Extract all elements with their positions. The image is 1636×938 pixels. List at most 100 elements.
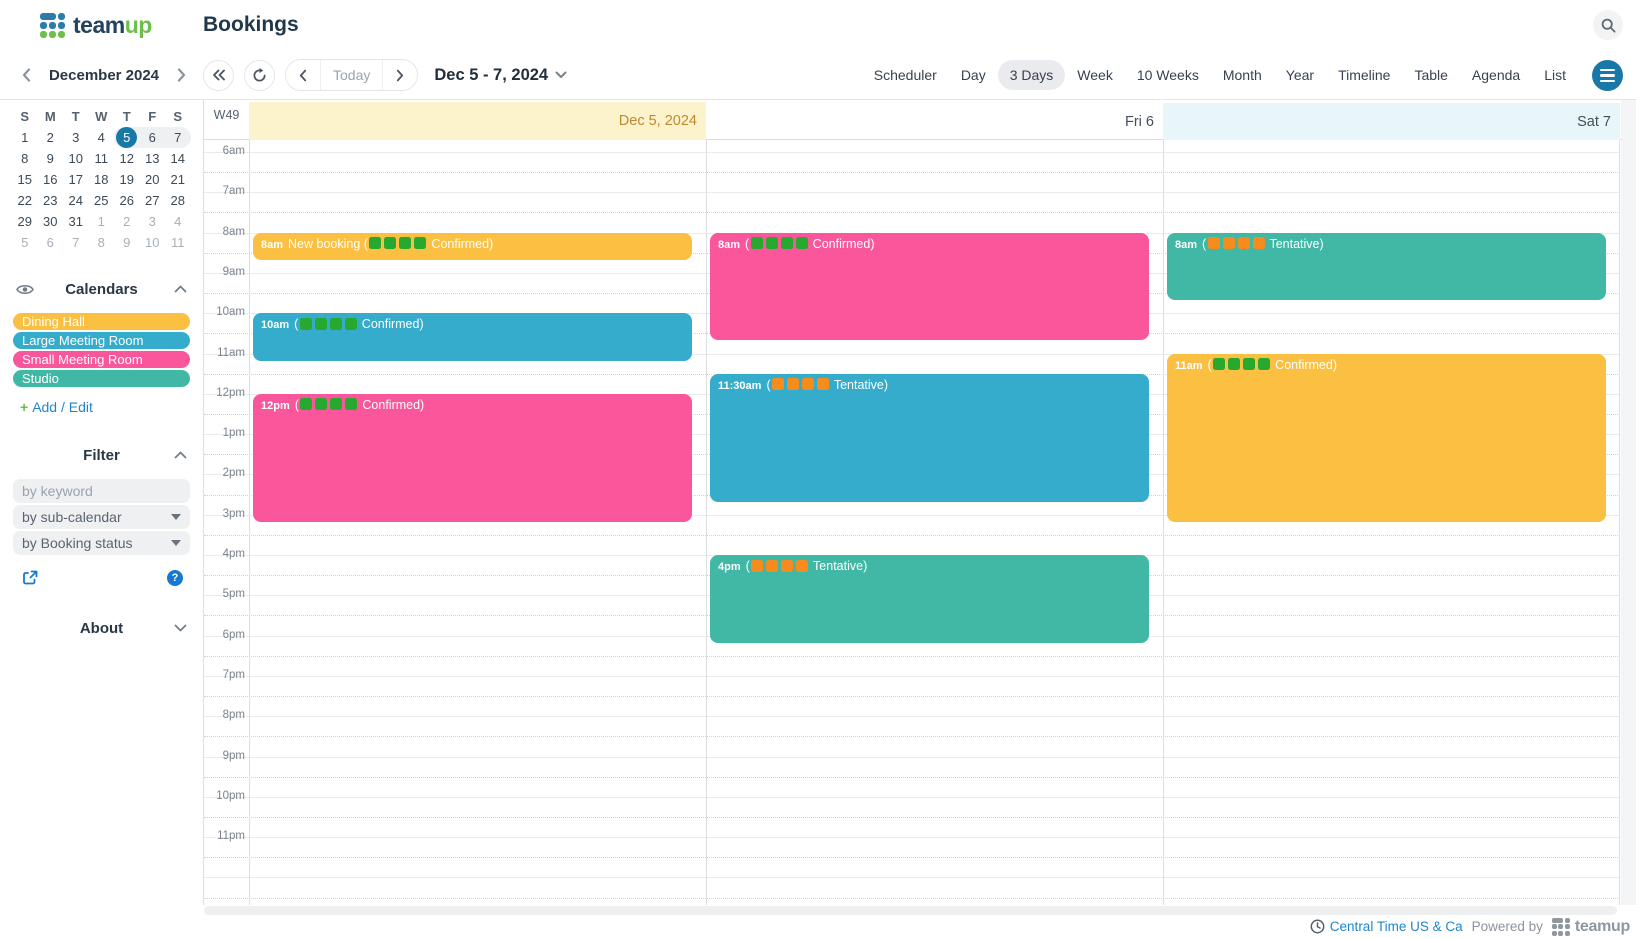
mini-day-9[interactable]: 9 — [46, 151, 54, 166]
mini-day-22[interactable]: 22 — [17, 193, 32, 208]
day-column-fri-6[interactable] — [706, 140, 1163, 905]
next-range-button[interactable] — [383, 60, 417, 90]
event-fri-6-8am[interactable]: 8am( Confirmed) — [710, 232, 1149, 341]
calendar-pill-large-meeting-room[interactable]: Large Meeting Room — [13, 332, 190, 349]
booking-status-filter-select[interactable]: by Booking status — [13, 531, 190, 555]
view-tab-agenda[interactable]: Agenda — [1471, 67, 1521, 83]
day-column-dec-5-2024[interactable] — [249, 140, 706, 905]
mini-day-21[interactable]: 21 — [170, 172, 185, 187]
collapse-sidebar-button[interactable] — [203, 59, 234, 91]
mini-day-11[interactable]: 11 — [94, 151, 109, 166]
day-header-fri-6[interactable]: Fri 6 — [1125, 113, 1154, 130]
mini-day-7[interactable]: 7 — [72, 235, 80, 250]
prev-range-button[interactable] — [286, 60, 320, 90]
mini-day-20[interactable]: 20 — [145, 172, 160, 187]
mini-day-17[interactable]: 17 — [68, 172, 83, 187]
today-button[interactable]: Today — [320, 60, 384, 90]
mini-day-19[interactable]: 19 — [119, 172, 134, 187]
view-tab-list[interactable]: List — [1544, 67, 1566, 83]
mini-day-6[interactable]: 6 — [139, 127, 165, 148]
keyword-filter-input[interactable] — [13, 479, 190, 503]
event-dec-5-2024-12pm[interactable]: 12pm( Confirmed) — [253, 393, 692, 522]
mini-day-3[interactable]: 3 — [148, 214, 156, 229]
mini-next-month-button[interactable] — [173, 64, 190, 86]
mini-day-8[interactable]: 8 — [97, 235, 105, 250]
mini-day-27[interactable]: 27 — [145, 193, 160, 208]
mini-day-6[interactable]: 6 — [46, 235, 54, 250]
mini-day-5[interactable]: 5 — [21, 235, 29, 250]
view-tab-3-days[interactable]: 3 Days — [997, 60, 1066, 90]
mini-day-16[interactable]: 16 — [43, 172, 58, 187]
hour-line — [204, 152, 1620, 153]
mini-day-25[interactable]: 25 — [94, 193, 109, 208]
calendar-pill-dining-hall[interactable]: Dining Hall — [13, 313, 190, 330]
view-tab-year[interactable]: Year — [1285, 67, 1315, 83]
chevron-left-icon — [299, 69, 307, 81]
mini-day-14[interactable]: 14 — [170, 151, 185, 166]
day-header-dec-5-2024[interactable]: Dec 5, 2024 — [249, 102, 706, 140]
mini-day-3[interactable]: 3 — [72, 130, 80, 145]
mini-day-2[interactable]: 2 — [123, 214, 131, 229]
view-tab-10-weeks[interactable]: 10 Weeks — [1136, 67, 1199, 83]
filter-section-header[interactable]: Filter — [16, 443, 187, 467]
mini-day-8[interactable]: 8 — [21, 151, 29, 166]
toggle-all-calendars-button[interactable] — [16, 283, 34, 296]
view-tab-month[interactable]: Month — [1222, 67, 1262, 83]
date-range-selector[interactable]: Dec 5 - 7, 2024 — [434, 66, 567, 85]
view-tab-timeline[interactable]: Timeline — [1338, 67, 1391, 83]
mini-day-4[interactable]: 4 — [97, 130, 105, 145]
mini-day-5[interactable]: 5 — [114, 127, 140, 148]
menu-button[interactable] — [1592, 60, 1623, 91]
share-filter-button[interactable] — [22, 569, 39, 586]
search-button[interactable] — [1593, 10, 1623, 40]
event-dec-5-2024-10am[interactable]: 10am( Confirmed) — [253, 313, 692, 361]
vertical-scrollbar[interactable] — [1621, 100, 1636, 905]
event-fri-6-11-30am[interactable]: 11:30am( Tentative) — [710, 373, 1149, 502]
calendar-pill-small-meeting-room[interactable]: Small Meeting Room — [13, 351, 190, 368]
mini-day-12[interactable]: 12 — [119, 151, 134, 166]
mini-day-15[interactable]: 15 — [17, 172, 32, 187]
mini-day-24[interactable]: 24 — [68, 193, 83, 208]
day-header-sat-7[interactable]: Sat 7 — [1163, 103, 1620, 140]
mini-day-26[interactable]: 26 — [119, 193, 134, 208]
mini-day-13[interactable]: 13 — [145, 151, 160, 166]
mini-day-31[interactable]: 31 — [68, 214, 83, 229]
horizontal-scrollbar[interactable] — [204, 906, 1617, 915]
view-tab-table[interactable]: Table — [1414, 67, 1448, 83]
mini-day-7[interactable]: 7 — [165, 127, 191, 148]
mini-prev-month-button[interactable] — [18, 64, 35, 86]
event-fri-6-4pm[interactable]: 4pm( Tentative) — [710, 555, 1149, 643]
calendars-section-header[interactable]: Calendars — [16, 277, 187, 301]
mini-day-10[interactable]: 10 — [145, 235, 160, 250]
subcalendar-filter-select[interactable]: by sub-calendar — [13, 505, 190, 529]
mini-day-29[interactable]: 29 — [17, 214, 32, 229]
event-dec-5-2024-8am[interactable]: 8am New booking ( Confirmed) — [253, 232, 692, 260]
refresh-button[interactable] — [244, 59, 275, 91]
event-sat-7-11am[interactable]: 11am( Confirmed) — [1167, 353, 1606, 522]
mini-day-1[interactable]: 1 — [21, 130, 29, 145]
mini-day-4[interactable]: 4 — [174, 214, 182, 229]
mini-day-18[interactable]: 18 — [94, 172, 109, 187]
mini-day-9[interactable]: 9 — [123, 235, 131, 250]
view-tab-day[interactable]: Day — [960, 67, 986, 83]
mini-day-2[interactable]: 2 — [46, 130, 54, 145]
calendar-pill-studio[interactable]: Studio — [13, 370, 190, 387]
teamup-logo[interactable]: teamup — [40, 12, 152, 39]
mini-day-23[interactable]: 23 — [43, 193, 58, 208]
help-button[interactable]: ? — [167, 569, 183, 586]
orange-square-icon — [781, 559, 794, 572]
mini-day-30[interactable]: 30 — [43, 214, 58, 229]
mini-day-1[interactable]: 1 — [97, 214, 105, 229]
mini-day-10[interactable]: 10 — [68, 151, 83, 166]
timezone-link[interactable]: Central Time US & Ca — [1310, 919, 1463, 934]
add-edit-calendars-link[interactable]: + Add / Edit — [20, 399, 203, 415]
mini-day-11[interactable]: 11 — [171, 235, 185, 250]
about-section-header[interactable]: About — [16, 616, 187, 640]
about-title: About — [79, 619, 124, 637]
day-column-sat-7[interactable] — [1163, 140, 1620, 905]
mini-day-28[interactable]: 28 — [170, 193, 185, 208]
view-tab-week[interactable]: Week — [1077, 67, 1113, 83]
event-sat-7-8am[interactable]: 8am( Tentative) — [1167, 232, 1606, 301]
footer-teamup-link[interactable]: teamup — [1551, 917, 1630, 936]
view-tab-scheduler[interactable]: Scheduler — [873, 67, 937, 83]
